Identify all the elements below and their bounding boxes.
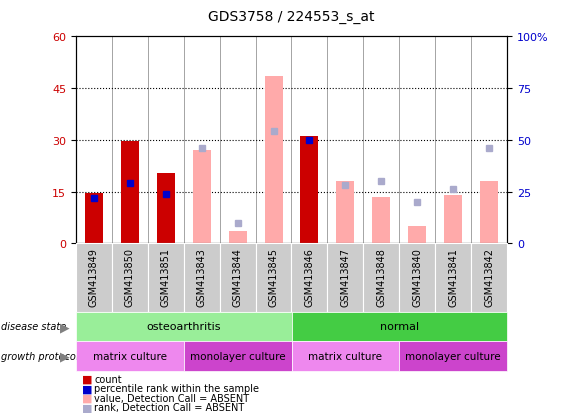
FancyBboxPatch shape <box>399 244 436 312</box>
Text: GSM413841: GSM413841 <box>448 247 458 306</box>
Bar <box>121 142 139 244</box>
Text: GSM413840: GSM413840 <box>412 247 422 306</box>
Text: matrix culture: matrix culture <box>308 351 382 361</box>
Text: disease state: disease state <box>1 322 66 332</box>
FancyBboxPatch shape <box>292 244 328 312</box>
FancyBboxPatch shape <box>184 244 220 312</box>
Text: monolayer culture: monolayer culture <box>189 351 286 361</box>
Text: percentile rank within the sample: percentile rank within the sample <box>94 383 259 393</box>
Text: ■: ■ <box>82 383 92 393</box>
Text: osteoarthritis: osteoarthritis <box>146 322 221 332</box>
FancyBboxPatch shape <box>147 244 184 312</box>
Bar <box>408 226 426 244</box>
Text: GSM413849: GSM413849 <box>89 247 99 306</box>
Bar <box>444 195 462 244</box>
Text: GSM413846: GSM413846 <box>304 247 314 306</box>
Text: ▶: ▶ <box>60 350 70 363</box>
Text: ■: ■ <box>82 374 92 384</box>
Bar <box>229 232 247 244</box>
Bar <box>480 182 498 244</box>
Text: matrix culture: matrix culture <box>93 351 167 361</box>
FancyBboxPatch shape <box>76 244 112 312</box>
FancyBboxPatch shape <box>255 244 292 312</box>
Text: ■: ■ <box>82 393 92 403</box>
Bar <box>85 194 103 244</box>
Bar <box>192 151 210 244</box>
Text: GDS3758 / 224553_s_at: GDS3758 / 224553_s_at <box>208 10 375 24</box>
Text: GSM413851: GSM413851 <box>161 247 171 306</box>
Text: GSM413848: GSM413848 <box>377 247 387 306</box>
Text: GSM413850: GSM413850 <box>125 247 135 306</box>
Text: monolayer culture: monolayer culture <box>405 351 501 361</box>
Text: value, Detection Call = ABSENT: value, Detection Call = ABSENT <box>94 393 250 403</box>
Bar <box>336 182 354 244</box>
Text: ▶: ▶ <box>60 320 70 333</box>
FancyBboxPatch shape <box>471 244 507 312</box>
Bar <box>300 137 318 244</box>
Text: GSM413845: GSM413845 <box>269 247 279 306</box>
FancyBboxPatch shape <box>363 244 399 312</box>
Bar <box>157 173 175 244</box>
Text: ■: ■ <box>82 402 92 412</box>
Text: GSM413847: GSM413847 <box>340 247 350 306</box>
Bar <box>265 77 283 244</box>
FancyBboxPatch shape <box>220 244 255 312</box>
Text: rank, Detection Call = ABSENT: rank, Detection Call = ABSENT <box>94 402 245 412</box>
Text: GSM413842: GSM413842 <box>484 247 494 306</box>
FancyBboxPatch shape <box>328 244 363 312</box>
Text: count: count <box>94 374 122 384</box>
Text: GSM413844: GSM413844 <box>233 247 243 306</box>
Text: GSM413843: GSM413843 <box>196 247 206 306</box>
Text: normal: normal <box>380 322 419 332</box>
FancyBboxPatch shape <box>112 244 147 312</box>
Text: growth protocol: growth protocol <box>1 351 79 361</box>
Bar <box>373 197 391 244</box>
FancyBboxPatch shape <box>436 244 471 312</box>
